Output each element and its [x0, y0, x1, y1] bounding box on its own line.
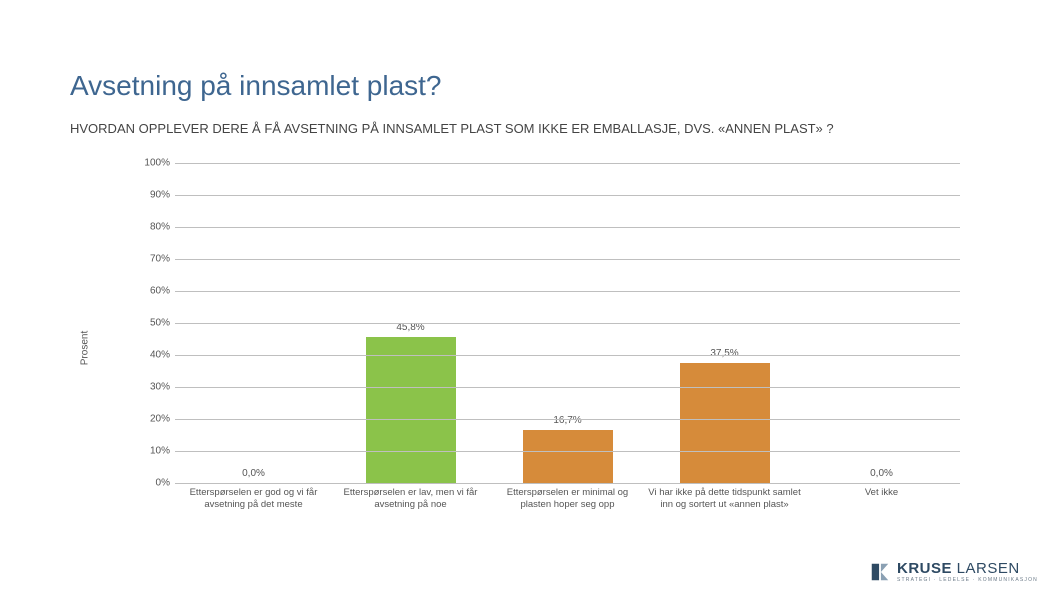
chart-y-tick: 10%	[135, 446, 170, 457]
chart-bar	[366, 337, 456, 484]
chart-gridline	[175, 419, 960, 420]
chart-x-label: Etterspørselen er minimal og plasten hop…	[489, 483, 646, 533]
chart-gridline	[175, 195, 960, 196]
chart-gridline	[175, 259, 960, 260]
logo-text: KRUSE LARSEN STRATEGI · LEDELSE · KOMMUN…	[897, 561, 1038, 583]
chart-bar-value-label: 0,0%	[870, 468, 893, 479]
logo-k-shape	[881, 564, 888, 581]
chart-bar-value-label: 16,7%	[553, 415, 581, 426]
brand-logo: KRUSE LARSEN STRATEGI · LEDELSE · KOMMUN…	[869, 561, 1038, 583]
chart-gridline	[175, 291, 960, 292]
chart-gridline	[175, 323, 960, 324]
logo-name-bold: KRUSE	[897, 560, 952, 577]
chart-y-tick: 60%	[135, 286, 170, 297]
chart-gridline	[175, 227, 960, 228]
chart-y-tick: 50%	[135, 318, 170, 329]
bar-chart: Prosent 0,0%45,8%16,7%37,5%0,0% 0%10%20%…	[130, 163, 960, 533]
chart-y-tick: 30%	[135, 382, 170, 393]
chart-plot-area: 0,0%45,8%16,7%37,5%0,0% 0%10%20%30%40%50…	[175, 163, 960, 483]
slide: Avsetning på innsamlet plast? HVORDAN OP…	[0, 0, 1058, 595]
chart-bar-value-label: 0,0%	[242, 468, 265, 479]
chart-y-tick: 70%	[135, 254, 170, 265]
y-axis-label: Prosent	[80, 331, 91, 365]
logo-name: KRUSE LARSEN	[897, 561, 1038, 576]
chart-gridline	[175, 163, 960, 164]
chart-gridline	[175, 355, 960, 356]
chart-bar	[680, 363, 770, 483]
page-subtitle: HVORDAN OPPLEVER DERE Å FÅ AVSETNING PÅ …	[70, 120, 988, 138]
chart-y-tick: 80%	[135, 222, 170, 233]
page-title: Avsetning på innsamlet plast?	[70, 70, 988, 102]
chart-x-labels: Etterspørselen er god og vi får avsetnin…	[175, 483, 960, 533]
chart-y-tick: 90%	[135, 190, 170, 201]
logo-tagline: STRATEGI · LEDELSE · KOMMUNIKASJON	[897, 578, 1038, 583]
chart-bar-value-label: 37,5%	[710, 348, 738, 359]
chart-x-label: Etterspørselen er god og vi får avsetnin…	[175, 483, 332, 533]
chart-gridline	[175, 451, 960, 452]
logo-bar-left	[872, 564, 879, 581]
chart-bar	[523, 430, 613, 483]
chart-y-tick: 100%	[135, 158, 170, 169]
chart-y-tick: 40%	[135, 350, 170, 361]
chart-x-label: Etterspørselen er lav, men vi får avsetn…	[332, 483, 489, 533]
chart-x-label: Vet ikke	[803, 483, 960, 533]
chart-gridline	[175, 387, 960, 388]
logo-mark-icon	[869, 561, 891, 583]
chart-y-tick: 20%	[135, 414, 170, 425]
logo-name-light: LARSEN	[957, 560, 1020, 577]
chart-y-tick: 0%	[135, 478, 170, 489]
chart-x-label: Vi har ikke på dette tidspunkt samlet in…	[646, 483, 803, 533]
